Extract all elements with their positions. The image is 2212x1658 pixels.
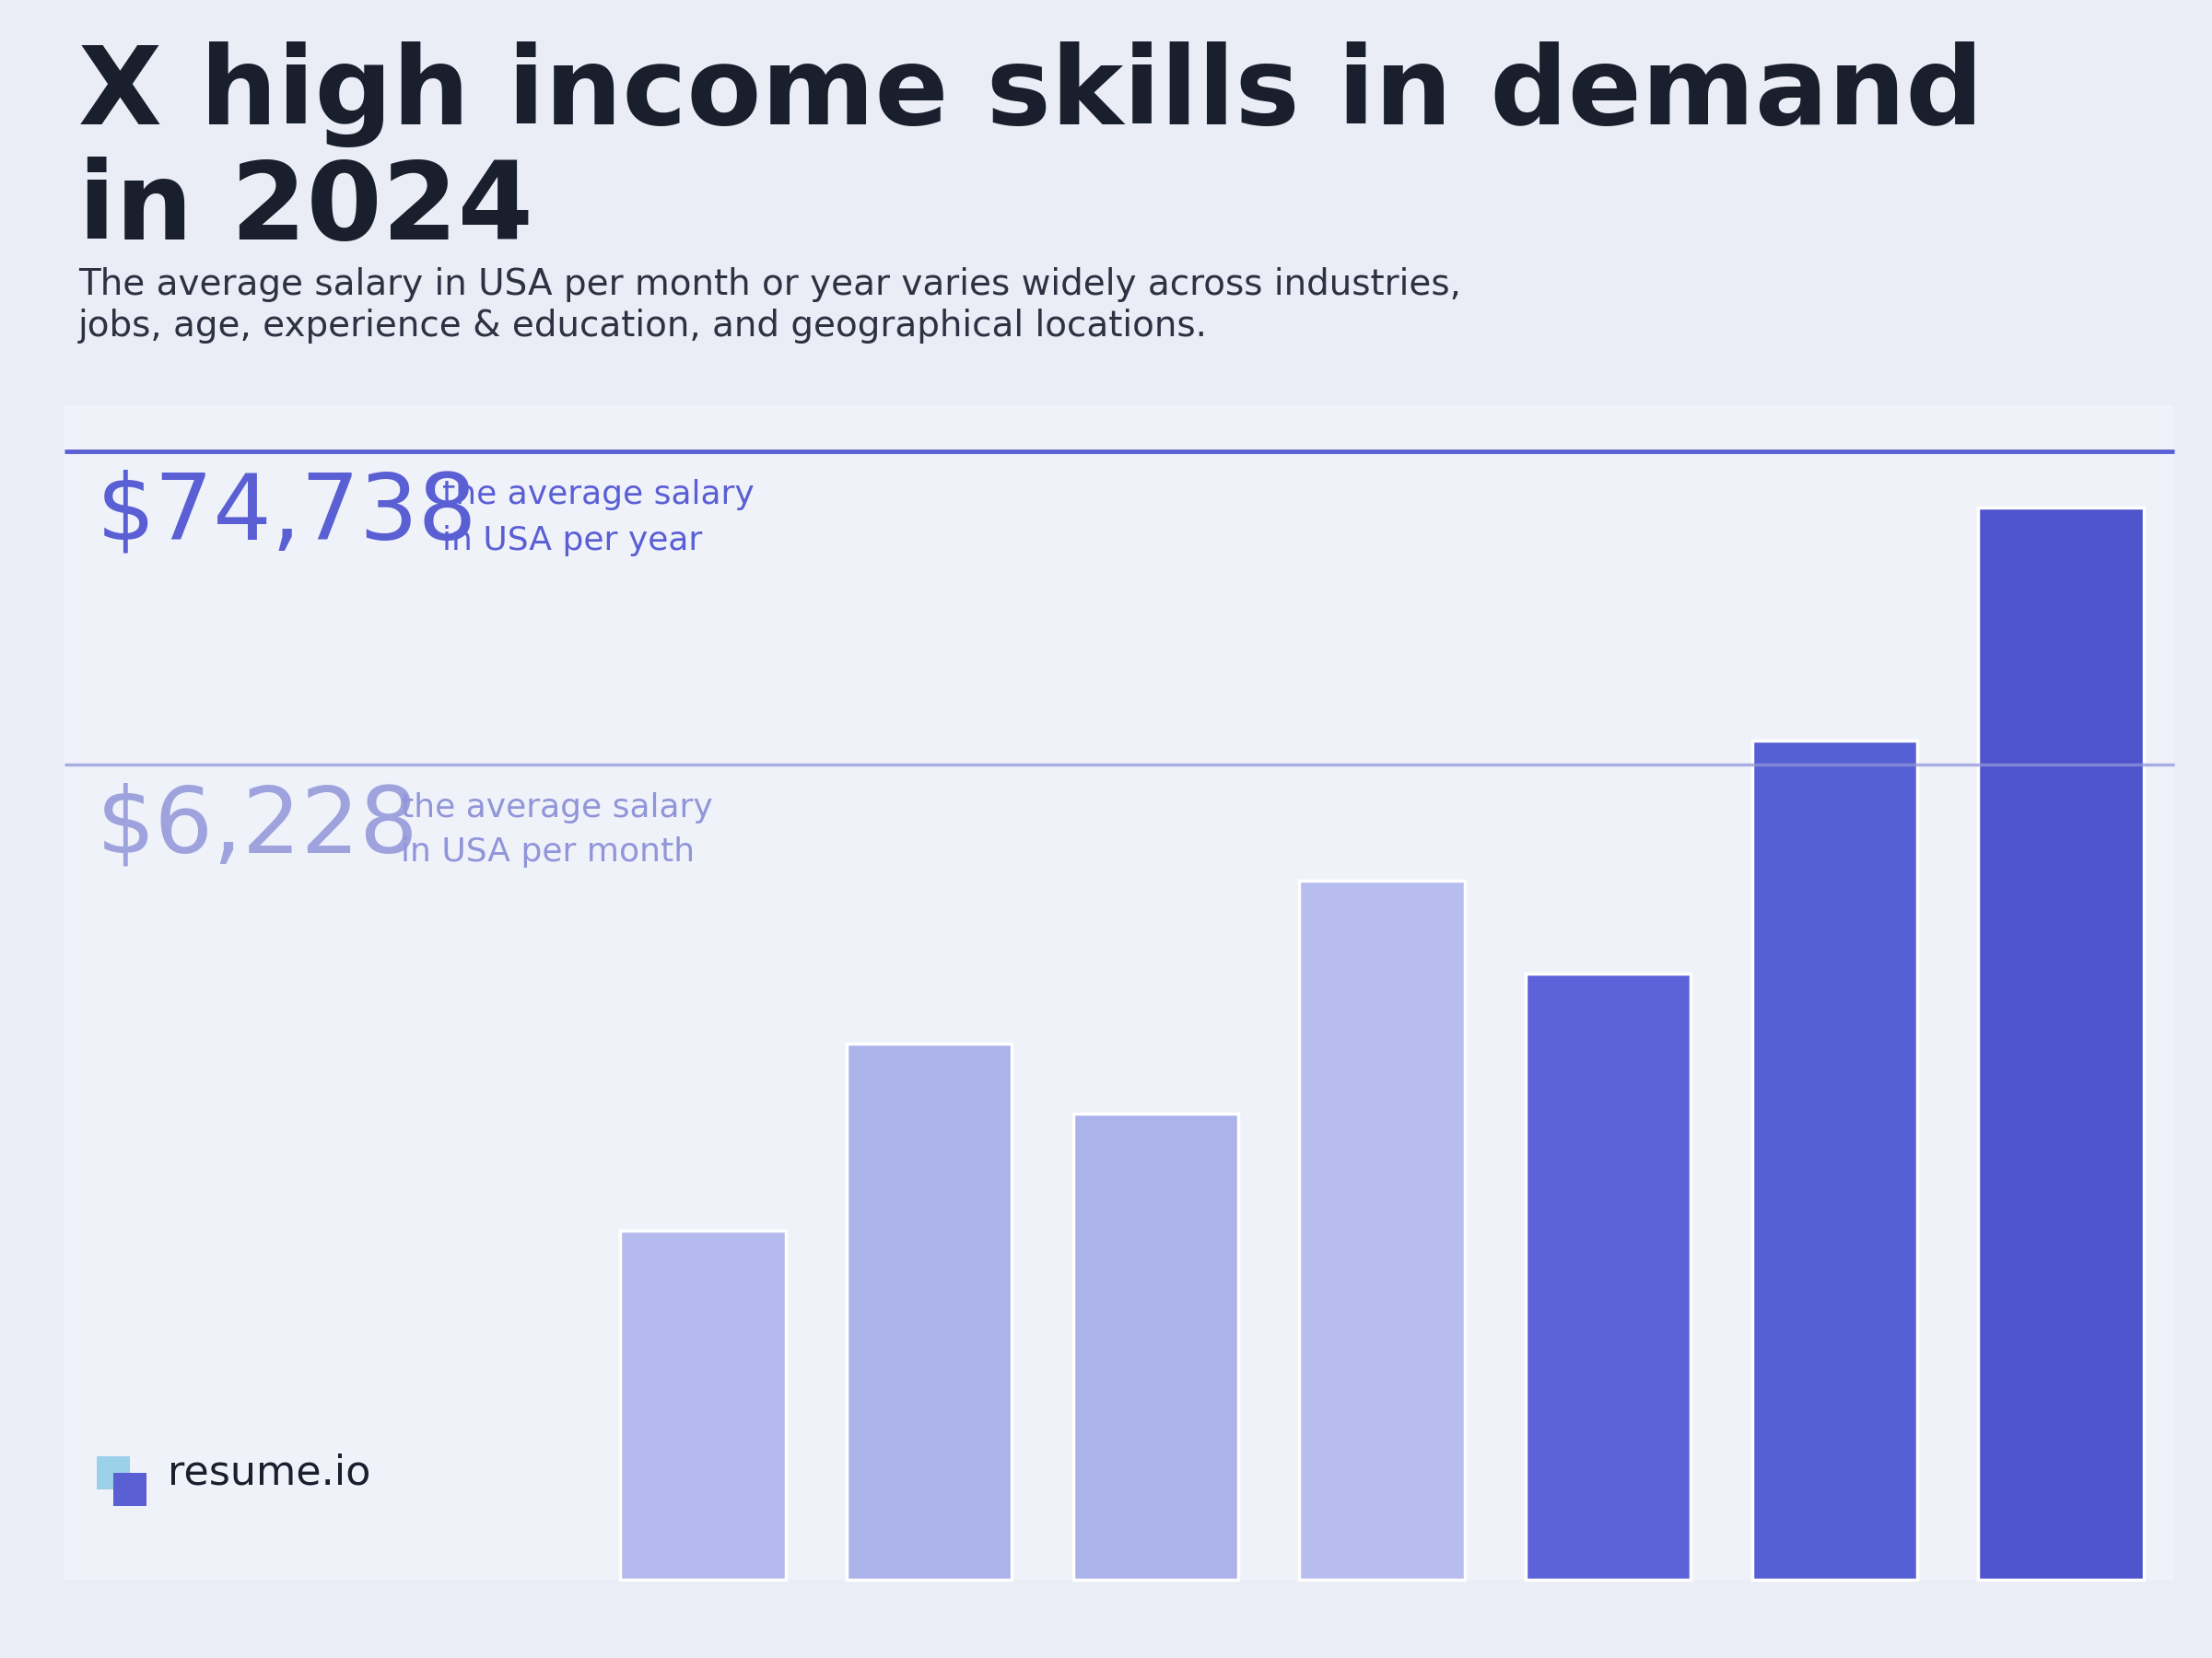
Bar [1978,507,2143,1580]
Bar [64,405,2174,1580]
Bar [1526,973,1690,1580]
Text: in USA per month: in USA per month [400,836,695,867]
Bar [97,1456,131,1489]
Text: The average salary in USA per month or year varies widely across industries,: The average salary in USA per month or y… [77,267,1462,302]
Bar [1298,880,1464,1580]
Text: in USA per year: in USA per year [442,526,701,557]
Bar [619,1230,785,1580]
Text: jobs, age, experience & education, and geographical locations.: jobs, age, experience & education, and g… [77,308,1208,343]
Text: in 2024: in 2024 [77,156,533,262]
Text: $74,738: $74,738 [97,469,478,559]
Text: the average salary: the average salary [400,793,712,824]
Bar [113,1472,146,1505]
Text: $6,228: $6,228 [97,783,418,872]
Bar [1073,1114,1239,1580]
Text: resume.io: resume.io [168,1452,372,1492]
Bar [847,1045,1011,1580]
Text: the average salary: the average salary [442,479,754,511]
Text: X high income skills in demand: X high income skills in demand [77,41,1984,148]
Bar [1752,741,1918,1580]
